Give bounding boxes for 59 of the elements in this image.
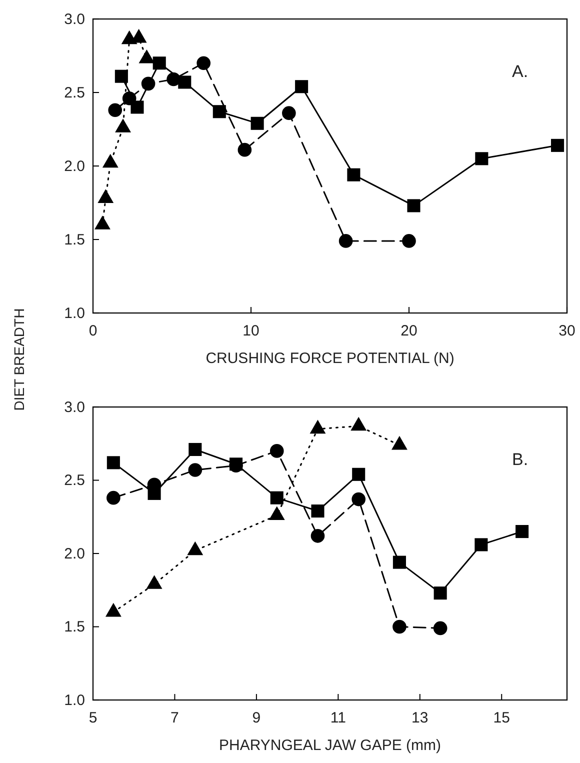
y-tick-label: 2.0 [64,158,85,175]
point [551,138,564,152]
point [352,468,366,481]
x-tick-label: 0 [88,322,98,340]
point [310,529,325,543]
point [178,76,192,89]
point [352,492,366,506]
point [407,199,420,212]
y-tick-label: 2.5 [64,84,85,102]
point [402,234,416,248]
x-tick-label: 13 [412,710,428,727]
point [106,456,120,470]
y-tick-label: 1.0 [64,304,85,322]
point [434,586,447,600]
point [148,486,161,500]
y-tick-label: 2.5 [64,472,85,490]
x-tick-label: 5 [88,710,98,727]
point [250,116,264,130]
point [392,556,406,569]
x-tick-label: 10 [242,322,260,340]
x-tick-label: 20 [400,322,418,340]
point [270,491,284,504]
point [338,234,353,248]
point [282,106,296,120]
x-tick-label: 11 [330,710,346,727]
annotation: A. [512,62,528,81]
x-tick-label: 30 [558,322,576,340]
point [474,538,488,552]
point [212,105,226,118]
point [106,490,120,505]
x-tick-label: 15 [493,710,510,727]
y-tick-label: 3.0 [64,10,85,28]
x-tick-label: 7 [170,710,179,727]
y-tick-label: 3.0 [64,398,85,416]
y-axis-title: DIET BREADTH [11,308,27,411]
y-tick-label: 1.0 [64,692,85,709]
point [311,504,324,518]
x-axis-title: CRUSHING FORCE POTENTIAL (N) [206,350,454,367]
point [270,444,284,458]
y-tick-label: 1.5 [64,618,85,636]
y-tick-label: 2.0 [64,545,85,562]
point [108,103,122,118]
point [475,152,488,166]
point [516,525,529,538]
y-tick-label: 1.5 [64,231,85,248]
point [238,142,252,157]
point [392,620,406,634]
x-axis-title: PHARYNGEAL JAW GAPE (mm) [219,737,441,754]
x-tick-label: 9 [252,710,261,727]
point [152,56,166,70]
annotation: B. [512,450,528,469]
point [433,621,448,636]
point [130,100,144,114]
point [114,70,128,83]
point [196,56,211,70]
point [188,463,202,477]
point [295,80,308,94]
point [188,442,202,456]
point [347,168,360,182]
